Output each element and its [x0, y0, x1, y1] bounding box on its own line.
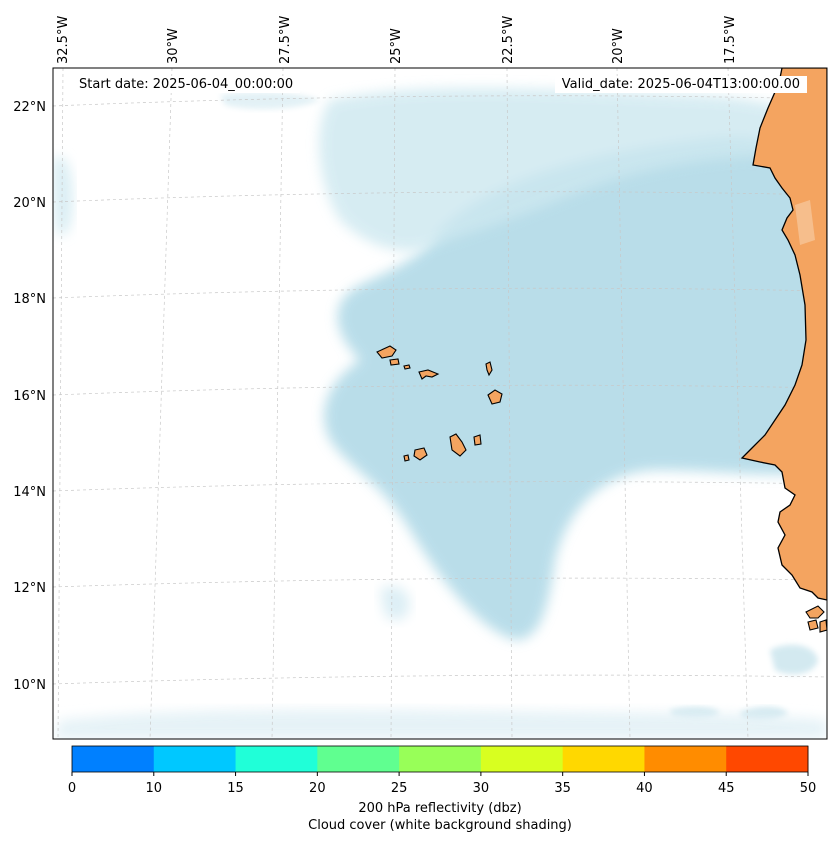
island-santo-antao — [376, 345, 397, 359]
lat-label: 22°N — [13, 100, 46, 115]
colorbar-tick-label: 30 — [472, 781, 490, 796]
lat-label: 16°N — [13, 389, 46, 404]
lon-label: 20°W — [611, 28, 626, 64]
lon-label: 25°W — [389, 28, 404, 64]
colorbar-frame — [71, 745, 809, 773]
colorbar-segment — [317, 746, 400, 772]
island-sal — [485, 361, 493, 377]
lat-label: 20°N — [13, 196, 46, 211]
island-brava — [403, 454, 410, 462]
latitude-labels: 22°N 20°N 18°N 16°N 14°N 12°N 10°N — [13, 100, 46, 693]
cloud-patch-se — [770, 644, 818, 675]
cloud-cover-shading — [53, 88, 827, 739]
lon-label: 30°W — [166, 28, 181, 64]
cloud-patch-west — [53, 156, 73, 236]
colorbar-tick-label: 0 — [67, 781, 77, 796]
map-area — [53, 68, 827, 739]
colorbar-segment — [235, 746, 318, 772]
island-santa-luzia — [403, 364, 411, 370]
cloud-mass-lighter — [319, 88, 827, 251]
colorbar-tick-label: 20 — [309, 781, 326, 796]
bissagos-islands — [805, 605, 827, 633]
colorbar — [72, 746, 809, 772]
island-santiago — [449, 433, 467, 457]
lon-label: 22.5°W — [501, 16, 516, 64]
colorbar-segment — [153, 746, 237, 772]
colorbar-segment — [480, 746, 564, 772]
lat-label: 18°N — [13, 292, 46, 307]
start-date-label: Start date: 2025-06-04_00:00:00 — [72, 76, 301, 93]
lat-label: 12°N — [13, 581, 46, 596]
island-boa-vista — [487, 389, 503, 405]
island-maio — [473, 434, 482, 446]
lon-label: 17.5°W — [723, 16, 738, 64]
colorbar-tick-label: 25 — [390, 781, 408, 796]
cloud-patch-south — [380, 585, 410, 621]
lon-label: 32.5°W — [56, 16, 71, 64]
colorbar-title: 200 hPa reflectivity (dbz) — [358, 801, 522, 816]
island-fogo — [413, 447, 428, 461]
island-sao-vicente — [389, 358, 400, 366]
colorbar-segment — [72, 746, 155, 772]
colorbar-tick-label: 40 — [636, 781, 653, 796]
coastal-desert-highlight — [795, 200, 815, 245]
map-frame — [52, 67, 828, 740]
cloud-mass-main — [324, 137, 827, 640]
colorbar-segment — [562, 746, 645, 772]
island-sao-nicolau — [418, 369, 440, 380]
colorbar-segment — [399, 746, 482, 772]
graticule — [53, 68, 827, 739]
colorbar-tick-label: 50 — [799, 781, 817, 796]
lat-label: 14°N — [13, 485, 46, 500]
colorbar-tick-label: 10 — [145, 781, 163, 796]
colorbar-segment — [726, 746, 809, 772]
lat-label: 10°N — [13, 678, 46, 693]
cape-verde-islands — [376, 345, 503, 462]
colorbar-tick-label: 15 — [227, 781, 244, 796]
colorbar-ticks — [71, 772, 809, 776]
longitude-labels: 32.5°W 30°W 27.5°W 25°W 22.5°W 20°W 17.5… — [56, 16, 738, 64]
lon-label: 27.5°W — [278, 16, 293, 64]
africa-landmass — [740, 68, 827, 601]
colorbar-subtitle: Cloud cover (white background shading) — [308, 818, 572, 833]
colorbar-tick-label: 35 — [554, 781, 571, 796]
colorbar-segment — [644, 746, 727, 772]
colorbar-tick-label: 45 — [717, 781, 735, 796]
valid-date-label: Valid_date: 2025-06-04T13:00:00.00 — [554, 76, 807, 93]
